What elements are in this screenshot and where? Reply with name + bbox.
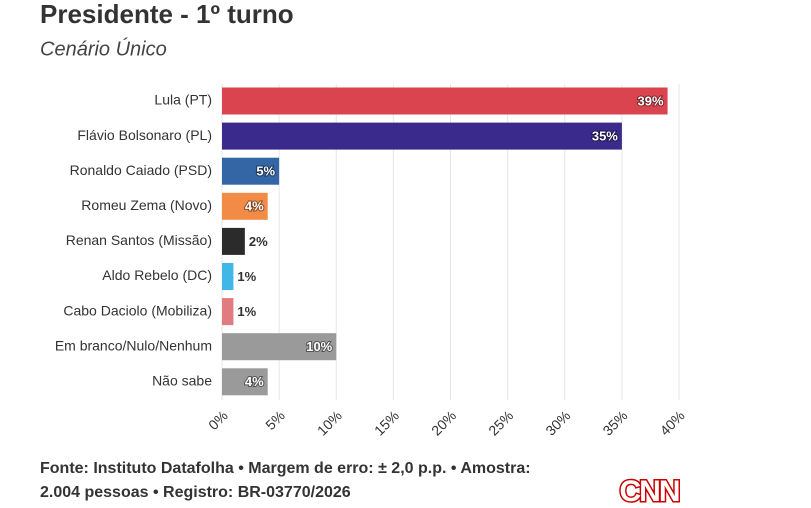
bar — [222, 368, 268, 396]
bar — [222, 122, 622, 150]
x-tick-label: 15% — [371, 407, 402, 438]
y-tick-label: Não sabe — [152, 373, 212, 389]
value-label: 4% — [245, 374, 264, 389]
y-tick-label: Renan Santos (Missão) — [66, 232, 212, 248]
bar — [222, 192, 268, 220]
y-tick-label: Ronaldo Caiado (PSD) — [70, 162, 212, 178]
x-tick-label: 40% — [657, 407, 688, 438]
chart-subtitle: Cenário Único — [40, 37, 167, 60]
y-tick-label: Aldo Rebelo (DC) — [102, 267, 212, 283]
value-label: 10% — [306, 339, 332, 354]
x-tick-label: 25% — [485, 407, 516, 438]
value-label: 39% — [638, 93, 664, 108]
y-tick-label: Cabo Daciolo (Mobiliza) — [63, 302, 212, 318]
footer-line: 2.004 pessoas • Registro: BR-03770/2026 — [40, 484, 351, 501]
bar — [222, 298, 234, 326]
value-label: 1% — [237, 269, 256, 284]
bar — [222, 87, 668, 115]
x-tick-label: 10% — [314, 407, 345, 438]
bar — [222, 157, 280, 185]
value-label: 5% — [256, 164, 275, 179]
value-label: 4% — [245, 199, 264, 214]
chart-title: Presidente - 1º turno — [40, 0, 294, 29]
x-tick-label: 5% — [262, 407, 288, 433]
value-label: 2% — [249, 234, 268, 249]
footer-line: Fonte: Instituto Datafolha • Margem de e… — [40, 460, 531, 477]
bar — [222, 333, 337, 361]
x-tick-label: 20% — [428, 407, 459, 438]
y-tick-label: Romeu Zema (Novo) — [81, 197, 212, 213]
value-label: 35% — [592, 129, 618, 144]
x-tick-label: 0% — [205, 407, 231, 433]
bar — [222, 227, 245, 255]
bar — [222, 263, 234, 290]
y-tick-label: Flávio Bolsonaro (PL) — [77, 127, 212, 143]
logo: CNN — [620, 475, 679, 508]
x-tick-label: 35% — [599, 407, 630, 438]
value-label: 1% — [237, 304, 256, 319]
y-tick-label: Lula (PT) — [154, 92, 212, 108]
x-tick-label: 30% — [542, 407, 573, 438]
y-tick-label: Em branco/Nulo/Nenhum — [55, 337, 212, 353]
